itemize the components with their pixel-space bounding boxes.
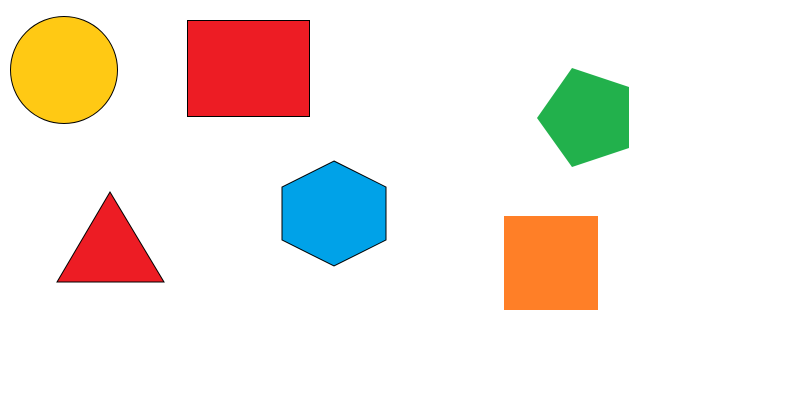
yellow-circle xyxy=(10,16,118,124)
blue-hexagon xyxy=(281,160,387,267)
red-triangle xyxy=(56,191,165,283)
red-rectangle xyxy=(187,20,310,117)
green-pentagon xyxy=(537,68,629,167)
orange-square xyxy=(504,216,598,310)
